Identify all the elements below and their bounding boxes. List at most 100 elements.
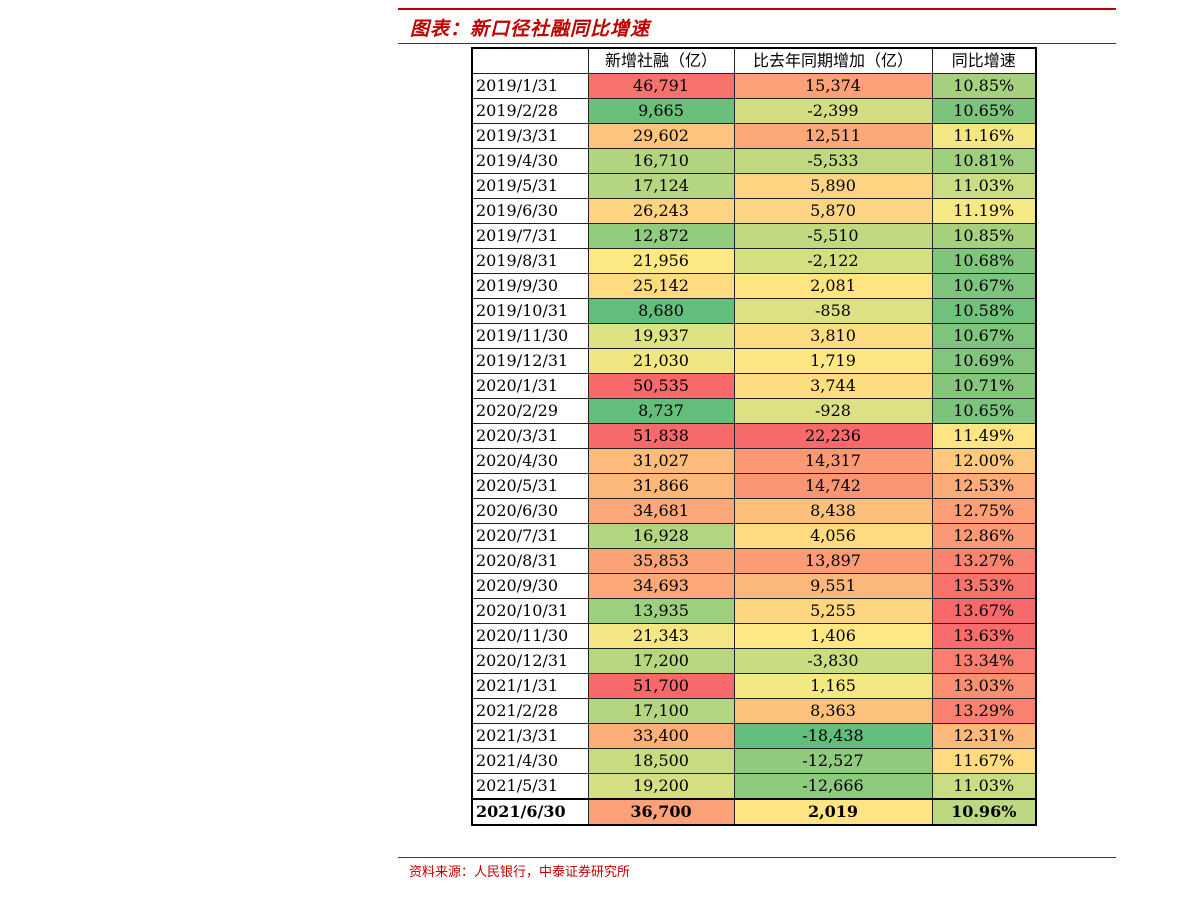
- yoy-growth-cell: 10.68%: [931, 248, 1037, 274]
- yoy-increase-cell: 22,236: [733, 423, 933, 449]
- table-header-row: 新增社融（亿） 比去年同期增加（亿） 同比增速: [471, 47, 1037, 74]
- yoy-growth-cell: 11.67%: [931, 748, 1037, 774]
- yoy-increase-cell: -3,830: [733, 648, 933, 674]
- new-financing-cell: 17,200: [587, 648, 735, 674]
- table-row: 2019/9/30 25,142 2,081 10.67%: [471, 273, 1037, 299]
- new-financing-cell: 46,791: [587, 73, 735, 99]
- date-cell: 2021/3/31: [471, 723, 589, 749]
- title-red-rule: [398, 43, 1116, 44]
- new-financing-cell: 8,680: [587, 298, 735, 324]
- date-cell: 2019/5/31: [471, 173, 589, 199]
- yoy-growth-cell: 12.31%: [931, 723, 1037, 749]
- yoy-increase-cell: 5,890: [733, 173, 933, 199]
- new-financing-cell: 16,928: [587, 523, 735, 549]
- date-cell: 2020/3/31: [471, 423, 589, 449]
- yoy-growth-cell: 11.19%: [931, 198, 1037, 224]
- new-financing-cell: 21,030: [587, 348, 735, 374]
- date-cell: 2020/2/29: [471, 398, 589, 424]
- yoy-growth-cell: 12.53%: [931, 473, 1037, 499]
- date-cell: 2020/5/31: [471, 473, 589, 499]
- table-row: 2019/12/31 21,030 1,719 10.69%: [471, 348, 1037, 374]
- yoy-increase-cell: 9,551: [733, 573, 933, 599]
- date-cell: 2019/11/30: [471, 323, 589, 349]
- yoy-increase-cell: -2,399: [733, 98, 933, 124]
- table-row: 2020/9/30 34,693 9,551 13.53%: [471, 573, 1037, 599]
- new-financing-cell: 19,937: [587, 323, 735, 349]
- yoy-growth-cell: 11.03%: [931, 173, 1037, 199]
- yoy-increase-cell: -12,527: [733, 748, 933, 774]
- yoy-increase-cell: -5,533: [733, 148, 933, 174]
- table-row: 2019/10/31 8,680 -858 10.58%: [471, 298, 1037, 324]
- yoy-growth-cell: 10.67%: [931, 323, 1037, 349]
- table-row: 2020/10/31 13,935 5,255 13.67%: [471, 598, 1037, 624]
- table-row: 2021/5/31 19,200 -12,666 11.03%: [471, 773, 1037, 800]
- new-financing-cell: 33,400: [587, 723, 735, 749]
- yoy-increase-cell: 12,511: [733, 123, 933, 149]
- date-cell: 2019/12/31: [471, 348, 589, 374]
- date-cell: 2019/9/30: [471, 273, 589, 299]
- yoy-increase-cell: -2,122: [733, 248, 933, 274]
- yoy-growth-cell: 11.03%: [931, 773, 1037, 800]
- table-row: 2019/2/28 9,665 -2,399 10.65%: [471, 98, 1037, 124]
- date-cell: 2021/2/28: [471, 698, 589, 724]
- table-body: 2019/1/31 46,791 15,374 10.85% 2019/2/28 9,66…: [471, 73, 1037, 826]
- new-financing-cell: 13,935: [587, 598, 735, 624]
- header-yoy-increase: 比去年同期增加（亿）: [733, 47, 933, 74]
- table-row: 2019/3/31 29,602 12,511 11.16%: [471, 123, 1037, 149]
- new-financing-cell: 16,710: [587, 148, 735, 174]
- yoy-increase-cell: 8,438: [733, 498, 933, 524]
- table-row: 2020/7/31 16,928 4,056 12.86%: [471, 523, 1037, 549]
- date-cell: 2019/2/28: [471, 98, 589, 124]
- new-financing-cell: 29,602: [587, 123, 735, 149]
- table-row: 2021/6/30 36,700 2,019 10.96%: [471, 798, 1037, 826]
- header-date: [471, 47, 589, 74]
- date-cell: 2021/6/30: [471, 798, 589, 826]
- table-row: 2019/8/31 21,956 -2,122 10.68%: [471, 248, 1037, 274]
- date-cell: 2019/4/30: [471, 148, 589, 174]
- date-cell: 2019/8/31: [471, 248, 589, 274]
- yoy-growth-cell: 13.34%: [931, 648, 1037, 674]
- date-cell: 2021/1/31: [471, 673, 589, 699]
- yoy-increase-cell: -18,438: [733, 723, 933, 749]
- date-cell: 2019/3/31: [471, 123, 589, 149]
- date-cell: 2020/4/30: [471, 448, 589, 474]
- yoy-increase-cell: -858: [733, 298, 933, 324]
- header-new-financing: 新增社融（亿）: [587, 47, 735, 74]
- yoy-increase-cell: 4,056: [733, 523, 933, 549]
- yoy-increase-cell: -12,666: [733, 773, 933, 800]
- header-yoy-growth: 同比增速: [931, 47, 1037, 74]
- table-row: 2019/1/31 46,791 15,374 10.85%: [471, 73, 1037, 99]
- table-row: 2020/3/31 51,838 22,236 11.49%: [471, 423, 1037, 449]
- table-row: 2020/8/31 35,853 13,897 13.27%: [471, 548, 1037, 574]
- new-financing-cell: 17,100: [587, 698, 735, 724]
- new-financing-cell: 18,500: [587, 748, 735, 774]
- new-financing-cell: 31,027: [587, 448, 735, 474]
- date-cell: 2019/7/31: [471, 223, 589, 249]
- yoy-increase-cell: 13,897: [733, 548, 933, 574]
- yoy-increase-cell: 3,744: [733, 373, 933, 399]
- new-financing-cell: 36,700: [587, 798, 735, 826]
- yoy-increase-cell: 1,719: [733, 348, 933, 374]
- yoy-increase-cell: 1,165: [733, 673, 933, 699]
- yoy-growth-cell: 13.53%: [931, 573, 1037, 599]
- yoy-increase-cell: -5,510: [733, 223, 933, 249]
- yoy-increase-cell: 14,742: [733, 473, 933, 499]
- new-financing-cell: 26,243: [587, 198, 735, 224]
- table-row: 2021/1/31 51,700 1,165 13.03%: [471, 673, 1037, 699]
- yoy-growth-cell: 10.96%: [931, 798, 1037, 826]
- yoy-increase-cell: 8,363: [733, 698, 933, 724]
- yoy-increase-cell: 14,317: [733, 448, 933, 474]
- yoy-increase-cell: 2,081: [733, 273, 933, 299]
- table-row: 2021/2/28 17,100 8,363 13.29%: [471, 698, 1037, 724]
- new-financing-cell: 21,343: [587, 623, 735, 649]
- table-row: 2020/2/29 8,737 -928 10.65%: [471, 398, 1037, 424]
- yoy-growth-cell: 12.00%: [931, 448, 1037, 474]
- new-financing-cell: 12,872: [587, 223, 735, 249]
- new-financing-cell: 51,838: [587, 423, 735, 449]
- figure-title: 图表：新口径社融同比增速: [410, 18, 651, 40]
- social-financing-table: 新增社融（亿） 比去年同期增加（亿） 同比增速 2019/1/31 46,791 1…: [471, 47, 1037, 826]
- new-financing-cell: 9,665: [587, 98, 735, 124]
- table-row: 2019/6/30 26,243 5,870 11.19%: [471, 198, 1037, 224]
- new-financing-cell: 51,700: [587, 673, 735, 699]
- date-cell: 2020/8/31: [471, 548, 589, 574]
